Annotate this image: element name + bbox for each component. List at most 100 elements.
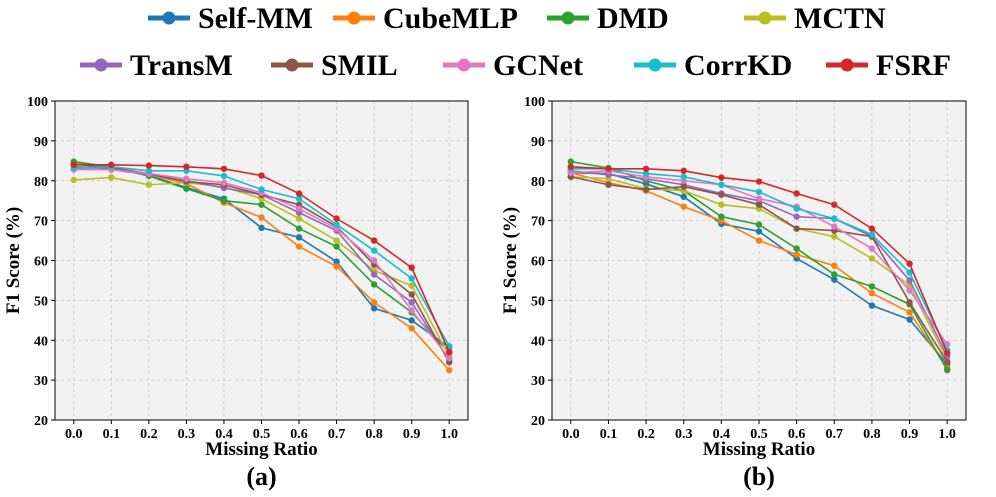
x-tick-label: 0.9	[901, 427, 919, 442]
legend-item-transm: TransM	[80, 49, 233, 82]
data-point-smil	[605, 181, 612, 188]
data-point-dmd	[793, 245, 800, 252]
data-point-gcnet	[446, 354, 453, 362]
data-point-corrkd	[642, 170, 650, 177]
data-point-dmd	[333, 243, 340, 250]
x-tick-label: 0.0	[562, 427, 580, 442]
x-tick-label: 0.9	[403, 427, 421, 442]
data-point-smil	[642, 186, 650, 193]
x-tick-label: 0.7	[826, 427, 844, 442]
y-tick-label: 20	[531, 414, 545, 429]
data-point-corrkd	[370, 247, 378, 254]
x-tick-label: 1.0	[440, 427, 458, 442]
data-point-self-mm	[680, 193, 687, 200]
chart-panel-b: 20 30 40 50 60 70 80 90 100 0.0 0.1 0.2 0.3 0.4 0.5 0.6…	[500, 95, 967, 491]
y-tick-label: 70	[34, 215, 48, 230]
data-point-fsrf	[70, 161, 77, 168]
x-tick-label: 0.5	[253, 427, 271, 442]
y-axis-label: F1 Score (%)	[500, 207, 521, 314]
y-tick-label: 30	[34, 374, 48, 389]
data-point-fsrf	[183, 163, 190, 170]
x-tick-label: 0.4	[713, 427, 731, 442]
x-tick-label: 0.4	[215, 427, 233, 442]
legend-item-self-mm: Self-MM	[148, 2, 313, 35]
data-point-cubemlp	[680, 203, 687, 210]
series-fsrf	[567, 163, 951, 357]
data-point-mctn	[408, 282, 415, 289]
x-axis-label: Missing Ratio	[205, 439, 317, 460]
x-tick-label: 0.8	[365, 427, 383, 442]
y-tick-label: 100	[524, 95, 545, 110]
data-point-corrkd	[408, 275, 415, 282]
data-point-fsrf	[108, 161, 115, 168]
legend-marker	[648, 58, 662, 72]
data-point-cubemlp	[831, 262, 838, 269]
data-point-corrkd	[220, 172, 228, 180]
data-point-self-mm	[333, 258, 340, 265]
legend-label: GCNet	[493, 49, 583, 82]
y-tick-label: 90	[34, 135, 48, 150]
x-tick-label: 0.7	[328, 427, 346, 442]
data-point-fsrf	[333, 215, 340, 222]
data-point-fsrf	[755, 178, 763, 185]
data-point-smil	[906, 299, 913, 306]
data-point-dmd	[567, 158, 575, 165]
y-tick-label: 20	[34, 414, 48, 429]
legend-marker	[457, 58, 471, 72]
legend-label: FSRF	[876, 49, 951, 82]
y-tick-label: 80	[531, 175, 545, 190]
data-point-gcnet	[831, 223, 838, 230]
legend-marker	[94, 58, 108, 72]
x-tick-label: 0.0	[65, 427, 83, 442]
legend-label: CubeMLP	[383, 2, 518, 35]
y-tick-label: 100	[27, 95, 48, 110]
data-point-cubemlp	[755, 237, 763, 244]
x-tick-label: 0.1	[103, 427, 121, 442]
data-point-cubemlp	[408, 325, 415, 332]
data-point-dmd	[943, 366, 951, 374]
legend-item-dmd: DMD	[547, 2, 669, 35]
data-point-mctn	[831, 233, 838, 240]
y-tick-label: 90	[531, 135, 545, 150]
x-tick-label: 1.0	[938, 427, 956, 442]
data-point-gcnet	[868, 245, 876, 252]
x-tick-label: 0.3	[178, 427, 196, 442]
data-point-cubemlp	[258, 214, 265, 221]
y-tick-label: 80	[34, 175, 48, 190]
x-tick-label: 0.2	[140, 427, 158, 442]
data-point-fsrf	[906, 260, 913, 267]
legend-label: CorrKD	[684, 49, 792, 82]
legend: Self-MM CubeMLP DMD MCTN TransM SMIL GCNet Corr…	[80, 2, 951, 82]
legend-marker	[285, 58, 299, 72]
data-point-transm	[408, 299, 415, 306]
data-point-mctn	[718, 201, 725, 208]
data-point-gcnet	[183, 175, 190, 182]
data-point-self-mm	[295, 234, 303, 241]
y-tick-label: 30	[531, 374, 545, 389]
data-point-transm	[370, 271, 378, 278]
data-point-fsrf	[642, 165, 650, 172]
x-tick-label: 0.6	[788, 427, 806, 442]
data-point-smil	[680, 183, 687, 190]
data-point-gcnet	[755, 195, 763, 202]
data-point-corrkd	[868, 231, 876, 238]
data-point-transm	[793, 213, 800, 220]
data-point-smil	[718, 191, 725, 198]
x-tick-label: 0.3	[675, 427, 693, 442]
x-tick-label: 0.6	[290, 427, 308, 442]
data-point-cubemlp	[333, 263, 340, 270]
data-point-gcnet	[370, 257, 378, 264]
data-point-self-mm	[868, 302, 876, 309]
data-point-fsrf	[145, 162, 153, 169]
x-tick-label: 0.5	[750, 427, 768, 442]
y-tick-label: 70	[531, 215, 545, 230]
data-point-fsrf	[370, 237, 378, 244]
y-tick-label: 40	[531, 334, 545, 349]
legend-label: DMD	[597, 2, 669, 35]
data-point-corrkd	[793, 205, 800, 212]
data-point-self-mm	[408, 317, 415, 324]
data-point-smil	[793, 225, 800, 232]
data-point-smil	[408, 291, 415, 298]
legend-marker	[347, 11, 361, 25]
data-point-fsrf	[408, 264, 415, 271]
